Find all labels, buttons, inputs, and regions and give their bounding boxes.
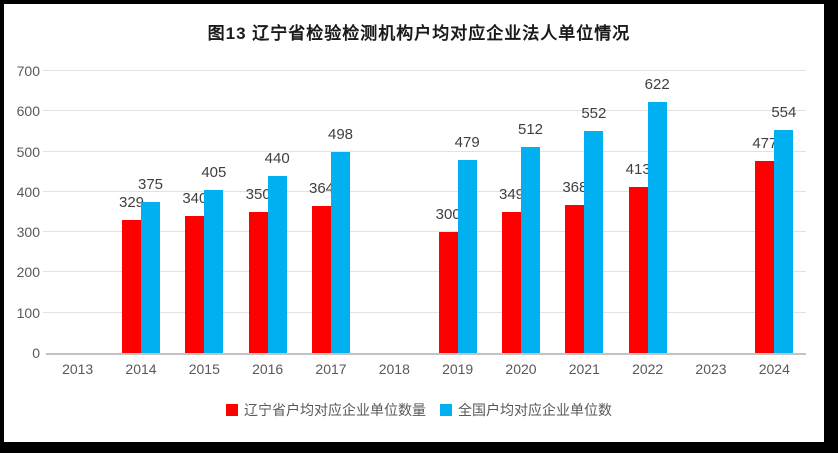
bar-2015-series0 (185, 216, 205, 353)
x-tick-label: 2017 (315, 361, 347, 377)
bar-2014-series1 (141, 201, 160, 353)
bar-value-label: 479 (454, 134, 480, 152)
x-tick-label: 2016 (252, 361, 284, 377)
y-tick-label: 200 (16, 264, 40, 281)
bar-2021-series0 (565, 204, 585, 353)
bar-2020-series1 (521, 146, 540, 353)
bar-value-label: 512 (517, 120, 544, 138)
x-tick-label: 2019 (442, 361, 474, 377)
x-tick-label: 2013 (62, 361, 94, 377)
x-tick-label: 2022 (632, 361, 664, 377)
bar-value-label: 300 (435, 206, 461, 224)
bar-2022-series0 (628, 186, 648, 353)
bar-value-label: 329 (118, 194, 145, 212)
x-tick-label: 2014 (125, 361, 157, 377)
chart-title: 图13 辽宁省检验检测机构户均对应企业法人单位情况 (207, 24, 631, 43)
bar-2024-series1 (774, 129, 794, 353)
bar-2017-series0 (312, 206, 331, 353)
y-tick-label: 500 (16, 143, 40, 160)
gridline-700 (43, 70, 806, 71)
bar-value-label: 440 (264, 149, 290, 167)
y-tick-label: 700 (16, 63, 40, 79)
y-tick-label: 300 (16, 224, 40, 241)
bar-value-label: 477 (752, 134, 778, 152)
gridline-300 (43, 231, 806, 233)
bar-2019-series1 (457, 160, 477, 353)
x-tick-label: 2024 (758, 361, 790, 377)
x-tick-label: 2023 (695, 361, 727, 377)
bar-value-label: 375 (137, 175, 164, 193)
x-tick-label: 2020 (505, 361, 537, 377)
x-axis: 2013 2014 2015 2016 2017 2018 2019 2020 2021 2022… (46, 361, 806, 379)
bar-2020-series0 (502, 212, 521, 353)
gridline-600 (43, 110, 806, 112)
x-tick-label: 2018 (378, 361, 410, 377)
bar-value-label: 350 (245, 186, 271, 203)
legend-item-liaoning: 辽宁省户均对应企业单位数量 (226, 400, 426, 420)
legend-label-national: 全国户均对应企业单位数 (458, 402, 612, 418)
y-tick-label: 0 (32, 345, 40, 361)
y-tick-label: 400 (16, 183, 40, 200)
bar-2016-series1 (267, 175, 287, 353)
bar-2021-series1 (584, 130, 604, 353)
x-tick-label: 2015 (188, 361, 220, 377)
bar-value-label: 622 (644, 76, 670, 94)
legend-swatch-blue (440, 404, 452, 416)
bar-value-label: 413 (625, 160, 651, 178)
bar-2016-series0 (248, 212, 268, 353)
legend-item-national: 全国户均对应企业单位数 (440, 400, 612, 420)
bar-2024-series0 (755, 160, 775, 353)
plot-area: 329 340 350 364 300 349 368 413 477 375 405 440 498 4… (43, 70, 806, 355)
bar-value-label: 364 (308, 180, 335, 198)
bar-2015-series1 (204, 189, 224, 353)
bar-value-label: 368 (562, 178, 588, 196)
legend: 辽宁省户均对应企业单位数量 全国户均对应企业单位数 (0, 400, 838, 420)
bar-value-label: 552 (581, 104, 607, 122)
legend-label-liaoning: 辽宁省户均对应企业单位数量 (244, 402, 426, 418)
y-tick-label: 600 (16, 103, 40, 120)
x-tick-label: 2021 (568, 361, 600, 377)
bar-2017-series1 (331, 152, 350, 353)
gridline-500 (43, 150, 806, 152)
bar-value-label: 340 (182, 190, 208, 208)
bar-value-label: 349 (498, 186, 525, 204)
bar-2022-series1 (647, 102, 667, 353)
gridline-100 (43, 311, 806, 313)
y-axis: 0 100 200 300 400 500 600 700 (0, 63, 40, 361)
bar-2014-series0 (122, 220, 141, 353)
gridline-200 (43, 271, 806, 273)
bar-2019-series0 (438, 232, 458, 353)
bar-value-label: 498 (327, 126, 354, 144)
gridline-400 (43, 190, 806, 192)
bar-value-label: 405 (201, 163, 227, 181)
legend-swatch-red (226, 404, 238, 416)
bar-value-label: 554 (771, 103, 797, 121)
y-tick-label: 100 (16, 304, 40, 321)
